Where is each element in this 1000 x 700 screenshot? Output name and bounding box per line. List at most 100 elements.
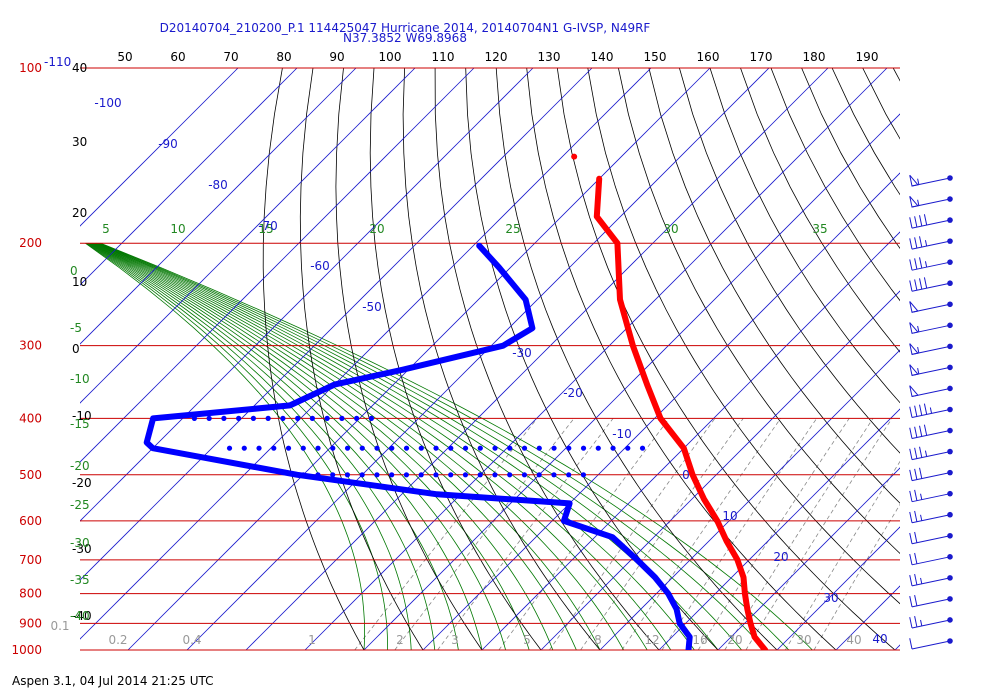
dry-adiabat-140 — [831, 68, 900, 196]
isotherm--150 — [80, 68, 298, 286]
dry-adiabat-80 — [648, 68, 900, 504]
dry-adiabat-170 — [924, 68, 1000, 650]
isotherm-label: -80 — [208, 178, 228, 192]
height-label: 30 — [72, 135, 87, 149]
theta-w-label: -25 — [70, 498, 90, 512]
dewpoint-point — [448, 472, 454, 478]
top-axis-label: 70 — [223, 50, 238, 64]
isotherm--70 — [186, 68, 770, 650]
top-axis-label: 180 — [803, 50, 826, 64]
dry-adiabat-20 — [465, 68, 719, 650]
dewpoint-point — [566, 472, 572, 478]
isotherm--100 — [80, 68, 593, 581]
top-axis-label: 60 — [170, 50, 185, 64]
wind-barb — [909, 195, 953, 208]
dry-adiabat-190 — [985, 68, 1000, 650]
moist-adiabat--28 — [87, 242, 436, 650]
dry-adiabat-label: 25 — [505, 222, 520, 236]
dewpoint-point — [625, 445, 631, 451]
isotherm-label: -10 — [612, 427, 632, 441]
dry-adiabat--40 — [262, 68, 365, 650]
isotherm-label: -20 — [563, 386, 583, 400]
isotherm--60 — [245, 68, 829, 650]
mixing-ratio-label: 2 — [396, 633, 404, 647]
height-label: 10 — [72, 275, 87, 289]
mixing-ratio-label: 0.1 — [50, 619, 69, 633]
mixing-ratio-2 — [549, 418, 716, 650]
dewpoint-point — [492, 472, 498, 478]
height-label: -40 — [72, 609, 92, 623]
theta-w-label: -20 — [70, 459, 90, 473]
wind-barb — [909, 257, 953, 271]
dewpoint-point — [359, 445, 365, 451]
dewpoint-point — [236, 415, 242, 421]
dewpoint-point — [536, 445, 542, 451]
pressure-label: 300 — [19, 339, 42, 353]
dry-adiabat-0 — [402, 68, 601, 650]
isotherm-50 — [894, 644, 900, 650]
dewpoint-point — [315, 472, 321, 478]
dewpoint-point — [521, 445, 528, 451]
isotherm--140 — [80, 68, 357, 345]
wind-barb — [909, 573, 953, 587]
dry-adiabat-50 — [556, 68, 896, 650]
isotherm-label: -100 — [94, 96, 121, 110]
wind-barb — [909, 616, 953, 629]
theta-w-label: -5 — [70, 321, 82, 335]
height-label: -20 — [72, 476, 92, 490]
height-label: 20 — [72, 206, 87, 220]
isotherm-20 — [717, 467, 900, 650]
top-axis-label: 100 — [379, 50, 402, 64]
dewpoint-point — [507, 445, 513, 451]
wind-barb — [909, 301, 953, 313]
mixing-ratio-label: 16 — [692, 633, 707, 647]
top-axis-label: 50 — [117, 50, 132, 64]
top-axis-label: 90 — [329, 50, 344, 64]
isotherm-label: 10 — [722, 509, 737, 523]
dry-adiabat-110 — [740, 68, 900, 353]
isotherm-0 — [599, 349, 900, 650]
top-axis-label: 80 — [276, 50, 291, 64]
isotherm--50 — [304, 68, 888, 650]
theta-w-label: -10 — [70, 372, 90, 386]
wind-barb — [909, 489, 953, 503]
dewpoint-point — [285, 445, 292, 451]
theta-w-label: -30 — [70, 536, 90, 550]
height-label: -10 — [72, 409, 92, 423]
dewpoint-point — [265, 415, 271, 421]
mixing-ratio-label: 30 — [796, 633, 811, 647]
height-label: 40 — [72, 61, 87, 75]
wind-barb — [909, 595, 953, 608]
mixing-ratio-label: 0.2 — [108, 633, 127, 647]
mixing-ratio-label: 0.4 — [182, 633, 201, 647]
dry-adiabat--30 — [299, 68, 424, 650]
pressure-label: 200 — [19, 236, 42, 250]
dewpoint-point — [206, 415, 212, 421]
wind-barb — [909, 446, 953, 461]
dry-adiabat-150 — [862, 68, 900, 140]
dewpoint-point — [226, 445, 233, 451]
isotherm--30 — [422, 172, 900, 650]
dewpoint-point — [389, 445, 395, 451]
pressure-label: 600 — [19, 514, 42, 528]
dewpoint-point — [403, 472, 410, 478]
dewpoint-point — [551, 445, 557, 451]
theta-w-label: -15 — [70, 417, 90, 431]
isotherm-60 — [954, 68, 1000, 650]
wind-barb — [909, 552, 953, 566]
mixing-ratio-label: 20 — [727, 633, 742, 647]
top-axis-label: 140 — [591, 50, 614, 64]
wind-barb — [909, 174, 953, 187]
wind-barb — [909, 322, 953, 334]
dry-adiabat-160 — [892, 68, 900, 82]
dewpoint-point — [221, 415, 227, 421]
wind-barb — [909, 343, 953, 355]
wind-barb — [909, 424, 953, 440]
dewpoint-point — [566, 445, 572, 451]
pressure-label: 100 — [19, 61, 42, 75]
dewpoint-point — [418, 445, 424, 451]
dewpoint-point — [280, 415, 286, 421]
dry-adiabat-130 — [801, 68, 900, 250]
dry-adiabat-30 — [495, 68, 778, 650]
